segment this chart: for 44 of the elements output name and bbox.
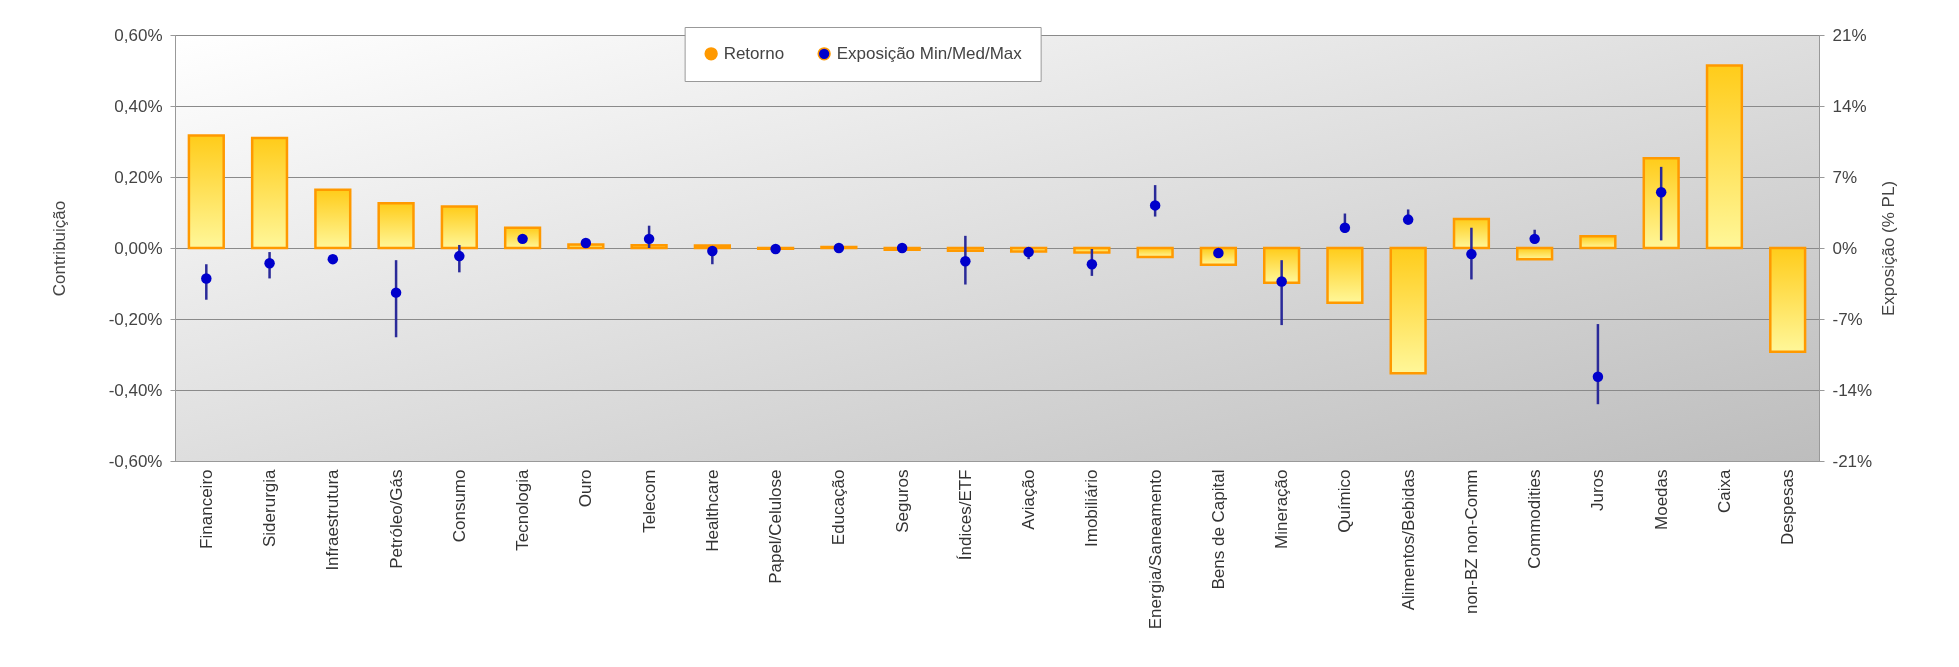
- x-tick-label: Educação: [829, 469, 849, 546]
- x-tick-label: Seguros: [892, 469, 912, 533]
- x-tick-label: Infraestrutura: [323, 468, 343, 571]
- x-tick-label: Petróleo/Gás: [386, 469, 406, 569]
- y2-tick-label: 14%: [1832, 96, 1867, 116]
- y2-tick-label: 21%: [1832, 25, 1867, 45]
- x-tick-label: Alimentos/Bebidas: [1398, 469, 1418, 611]
- y2-tick-label: 0%: [1832, 238, 1858, 258]
- x-tick-label: Tecnologia: [513, 468, 533, 551]
- y2-tick-label: -14%: [1832, 380, 1873, 400]
- y2-tick-label: -21%: [1832, 451, 1873, 471]
- legend-label: Retorno: [723, 43, 785, 63]
- y-tick-label: -0,40%: [108, 380, 163, 400]
- x-tick-label: Juros: [1588, 469, 1608, 512]
- x-tick-label: Telecom: [639, 469, 659, 533]
- x-tick-label: Commodities: [1525, 469, 1545, 569]
- y-tick-label: 0,00%: [114, 238, 163, 258]
- x-tick-label: Consumo: [449, 469, 469, 543]
- x-tick-label: Moedas: [1651, 469, 1671, 530]
- x-tick-label: Bens de Capital: [1208, 469, 1228, 590]
- y-tick-label: 0,20%: [114, 167, 163, 187]
- x-tick-label: Energia/Saneamento: [1145, 469, 1165, 630]
- y2-tick-label: -7%: [1832, 309, 1863, 329]
- y-tick-label: -0,20%: [108, 309, 163, 329]
- x-tick-label: Financeiro: [196, 469, 216, 549]
- x-tick-label: Aviação: [1019, 469, 1039, 530]
- x-tick-label: Papel/Celulose: [766, 469, 786, 584]
- x-tick-label: Ouro: [576, 469, 596, 508]
- x-tick-label: Siderurgia: [260, 468, 280, 547]
- y-tick-label: 0,60%: [114, 25, 163, 45]
- x-tick-label: Químico: [1335, 469, 1355, 533]
- x-tick-label: Imobiliário: [1082, 469, 1102, 547]
- y-tick-label: -0,60%: [108, 451, 163, 471]
- y2-tick-label: 7%: [1832, 167, 1858, 187]
- y2-axis-title: Exposição (% PL): [1879, 180, 1899, 317]
- y-tick-label: 0,40%: [114, 96, 163, 116]
- x-tick-label: Despesas: [1778, 469, 1798, 546]
- x-tick-label: Healthcare: [702, 469, 722, 552]
- x-tick-label: Índices/ETF: [955, 469, 975, 561]
- y-axis-title: Contribuição: [49, 200, 69, 297]
- x-tick-label: Caixa: [1714, 468, 1734, 513]
- legend-label: Exposição Min/Med/Max: [836, 43, 1023, 63]
- x-tick-label: non-BZ non-Comm: [1461, 469, 1481, 615]
- x-tick-label: Mineração: [1272, 469, 1292, 549]
